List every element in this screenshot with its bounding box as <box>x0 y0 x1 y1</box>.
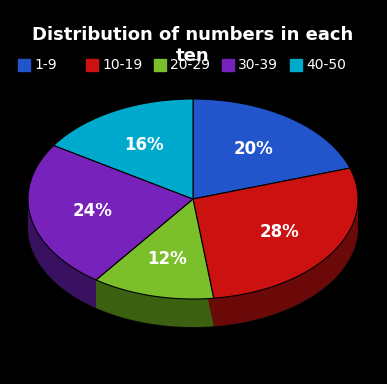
Text: 40-50: 40-50 <box>306 58 346 72</box>
Text: 12%: 12% <box>148 250 187 268</box>
Polygon shape <box>193 168 358 298</box>
Polygon shape <box>193 99 350 199</box>
Polygon shape <box>193 199 214 326</box>
Bar <box>222 59 234 71</box>
Bar <box>18 59 30 71</box>
Polygon shape <box>96 199 193 308</box>
Polygon shape <box>96 280 214 327</box>
Bar <box>86 59 98 71</box>
Bar <box>154 59 166 71</box>
Text: 24%: 24% <box>73 202 113 220</box>
Polygon shape <box>28 227 358 327</box>
Polygon shape <box>214 200 358 326</box>
Text: 20-29: 20-29 <box>170 58 210 72</box>
Text: 30-39: 30-39 <box>238 58 278 72</box>
Polygon shape <box>96 199 193 308</box>
Polygon shape <box>193 199 214 326</box>
Text: 28%: 28% <box>260 223 299 241</box>
Text: Distribution of numbers in each
ten: Distribution of numbers in each ten <box>33 26 354 65</box>
Text: 20%: 20% <box>233 140 273 158</box>
Polygon shape <box>96 199 214 299</box>
Polygon shape <box>28 146 193 280</box>
Bar <box>290 59 302 71</box>
Polygon shape <box>28 199 96 308</box>
Polygon shape <box>54 99 193 199</box>
Text: 1-9: 1-9 <box>34 58 57 72</box>
Text: 16%: 16% <box>124 136 164 154</box>
Text: 10-19: 10-19 <box>102 58 142 72</box>
